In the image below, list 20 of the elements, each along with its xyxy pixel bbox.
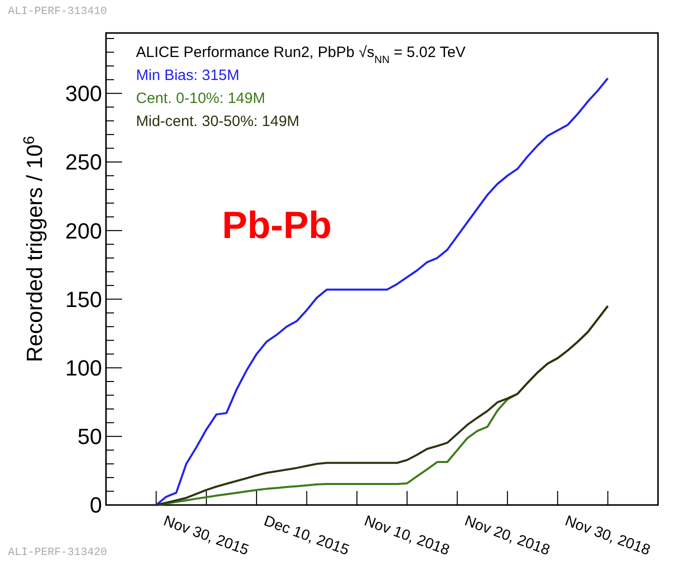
x-tick-label: Nov 30, 2015 [161, 512, 251, 559]
x-tick-label: Nov 10, 2018 [362, 512, 452, 559]
x-tick-label: Nov 30, 2018 [562, 512, 652, 559]
y-tick-label: 0 [90, 492, 102, 518]
y-tick-label: 300 [65, 81, 102, 106]
text: ALI-PERF-313410 [8, 6, 108, 18]
y-tick-label: 150 [65, 286, 102, 312]
text: ALI-PERF-313420 [8, 547, 108, 559]
y-tick-label: 50 [78, 424, 102, 450]
line-series [155, 305, 609, 506]
x-tick-label: Dec 10, 2015 [262, 512, 352, 559]
legend-title: ALICE Performance Run2, PbPb √s$_{NN}$ = 5.02 TeV [136, 44, 466, 66]
x-tick-label: Nov 20, 2018 [462, 512, 552, 559]
y-tick-label: 250 [65, 150, 102, 175]
text: Mid-cent. 30-50%: 149M [136, 113, 300, 130]
annotation: Pb-Pb [222, 205, 332, 247]
y-tick-label: 100 [65, 355, 102, 380]
text: Min Bias: 315M [136, 67, 240, 84]
text: Cent. 0-10%: 149M [136, 90, 266, 107]
y-tick-label: 200 [65, 218, 102, 244]
